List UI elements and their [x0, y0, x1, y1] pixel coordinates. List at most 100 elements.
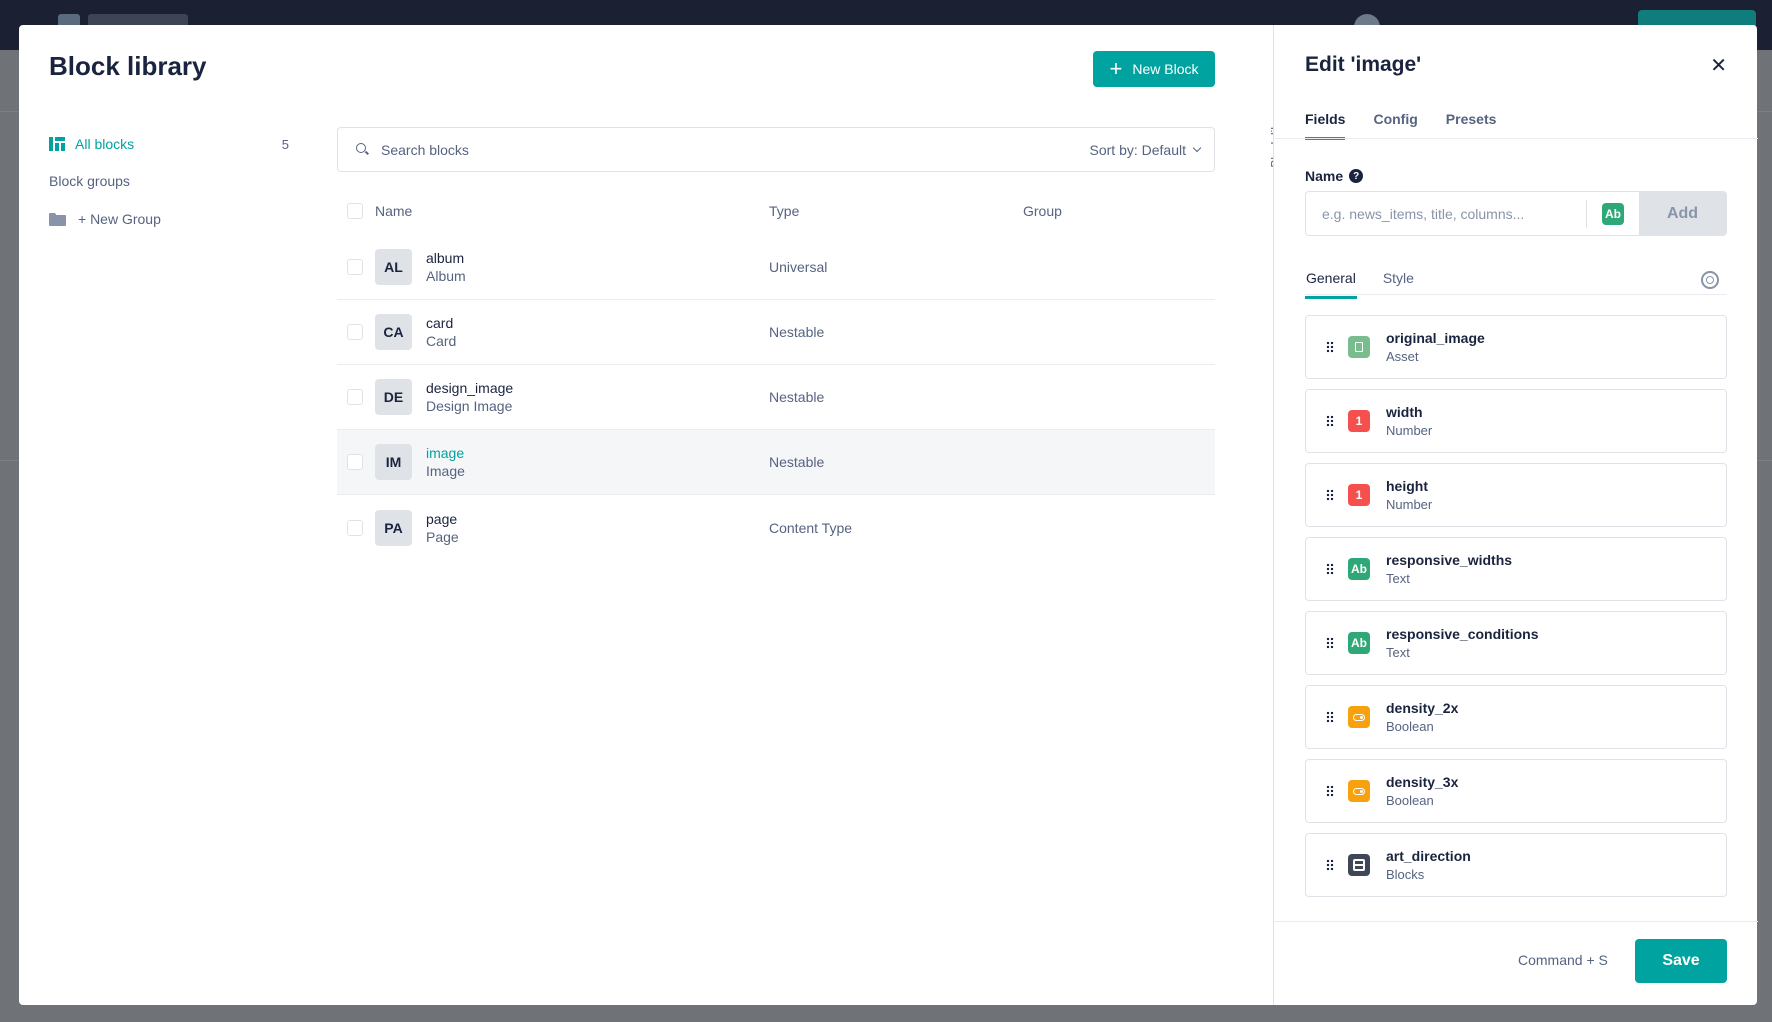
- drag-handle-icon[interactable]: [1326, 489, 1334, 501]
- search-bar: Sort by: Default: [337, 127, 1215, 172]
- block-display-name: Album: [426, 268, 466, 284]
- drag-handle-icon[interactable]: [1326, 563, 1334, 575]
- sidebar-item-label: All blocks: [75, 136, 135, 152]
- column-header-name[interactable]: Name: [375, 203, 413, 219]
- add-button[interactable]: Add: [1639, 192, 1726, 235]
- new-group-button[interactable]: + New Group: [49, 211, 289, 227]
- field-item[interactable]: density_3x Boolean: [1305, 759, 1727, 823]
- text-icon: Ab: [1602, 202, 1624, 225]
- name-cell: IM image Image: [375, 444, 769, 480]
- panel-title: Edit 'image': [1305, 53, 1422, 76]
- drag-handle-icon[interactable]: [1326, 859, 1334, 871]
- field-type: Number: [1386, 497, 1433, 512]
- column-header-type[interactable]: Type: [769, 203, 800, 219]
- name-cell: DE design_image Design Image: [375, 379, 769, 415]
- table-row-selected[interactable]: IM image Image Nestable: [337, 430, 1215, 495]
- row-checkbox[interactable]: [347, 454, 363, 470]
- sort-label: Sort by: Default: [1089, 141, 1187, 158]
- field-name: density_2x: [1386, 700, 1459, 716]
- name-cell: CA card Card: [375, 314, 769, 350]
- search-input[interactable]: [381, 141, 1090, 158]
- block-badge: IM: [375, 444, 412, 480]
- save-button[interactable]: Save: [1635, 939, 1727, 983]
- field-type: Blocks: [1386, 867, 1425, 882]
- blocks-icon: [1348, 854, 1370, 876]
- number-icon: 1: [1348, 484, 1370, 506]
- block-count: 5: [281, 136, 289, 152]
- row-checkbox[interactable]: [347, 324, 363, 340]
- drag-handle-icon[interactable]: [1326, 785, 1334, 797]
- table-row[interactable]: DE design_image Design Image Nestable: [337, 365, 1215, 430]
- row-checkbox[interactable]: [347, 389, 363, 405]
- asset-icon: [1348, 336, 1370, 358]
- tab-general[interactable]: General: [1305, 270, 1357, 299]
- table-row[interactable]: CA card Card Nestable: [337, 300, 1215, 365]
- block-name: image: [426, 445, 465, 461]
- block-type: Nestable: [769, 324, 825, 340]
- tab-style[interactable]: Style: [1382, 270, 1414, 286]
- block-sidebar: All blocks 5 Block groups + New Group: [49, 133, 289, 227]
- field-type: Text: [1386, 645, 1410, 660]
- column-header-group[interactable]: Group: [1023, 203, 1062, 219]
- field-type: Number: [1386, 423, 1433, 438]
- block-badge: AL: [375, 249, 412, 285]
- block-library-modal: Block library + New Block All blocks 5 B…: [19, 25, 1284, 1005]
- text-icon: Ab: [1348, 632, 1370, 654]
- block-display-name: Card: [426, 333, 457, 349]
- block-type: Universal: [769, 259, 828, 275]
- drag-handle-icon[interactable]: [1326, 711, 1334, 723]
- table-row[interactable]: PA page Page Content Type: [337, 495, 1215, 560]
- field-item[interactable]: Ab responsive_conditions Text: [1305, 611, 1727, 675]
- blocks-icon: [49, 137, 65, 151]
- field-type: Boolean: [1386, 719, 1434, 734]
- field-name: original_image: [1386, 330, 1485, 346]
- new-block-button[interactable]: + New Block: [1093, 51, 1215, 87]
- select-all-checkbox[interactable]: [347, 203, 363, 219]
- table-row[interactable]: AL album Album Universal: [337, 235, 1215, 300]
- table-header: Name Type Group: [337, 187, 1215, 235]
- block-badge: DE: [375, 379, 412, 415]
- block-name: album: [426, 250, 465, 266]
- field-name: width: [1386, 404, 1423, 420]
- sort-dropdown[interactable]: Sort by: Default: [1089, 141, 1202, 158]
- field-item[interactable]: Ab responsive_widths Text: [1305, 537, 1727, 601]
- field-name: height: [1386, 478, 1428, 494]
- field-item[interactable]: 1 height Number: [1305, 463, 1727, 527]
- drag-handle-icon[interactable]: [1326, 341, 1334, 353]
- field-item[interactable]: art_direction Blocks: [1305, 833, 1727, 897]
- field-item[interactable]: original_image Asset: [1305, 315, 1727, 379]
- sidebar-item-all-blocks[interactable]: All blocks 5: [49, 133, 289, 155]
- field-type: Text: [1386, 571, 1410, 586]
- block-display-name: Page: [426, 528, 459, 545]
- tab-config[interactable]: Config: [1373, 111, 1418, 127]
- block-display-name: Design Image: [426, 398, 513, 414]
- field-item[interactable]: density_2x Boolean: [1305, 685, 1727, 749]
- field-item[interactable]: 1 width Number: [1305, 389, 1727, 453]
- divider: [1305, 294, 1727, 295]
- row-checkbox[interactable]: [347, 519, 363, 536]
- gear-icon[interactable]: [1701, 271, 1719, 289]
- blocks-table: Name Type Group AL album Album Universal …: [337, 187, 1215, 560]
- divider: [1274, 921, 1758, 922]
- close-icon[interactable]: ✕: [1710, 55, 1727, 77]
- name-label-text: Name: [1305, 168, 1344, 184]
- row-checkbox[interactable]: [347, 259, 363, 275]
- help-icon[interactable]: ?: [1349, 169, 1364, 183]
- tab-presets[interactable]: Presets: [1445, 111, 1497, 127]
- tab-fields[interactable]: Fields: [1305, 111, 1346, 140]
- divider: [1274, 138, 1758, 139]
- name-label: Name ?: [1305, 168, 1364, 184]
- add-field-row: Ab Add: [1305, 191, 1727, 236]
- field-name: responsive_conditions: [1386, 626, 1539, 642]
- new-block-label: New Block: [1132, 61, 1199, 77]
- field-name: art_direction: [1386, 848, 1471, 864]
- block-badge: CA: [375, 314, 412, 350]
- drag-handle-icon[interactable]: [1326, 637, 1334, 649]
- block-type: Content Type: [769, 519, 853, 536]
- field-type-picker[interactable]: Ab: [1587, 202, 1639, 225]
- drag-handle-icon[interactable]: [1326, 415, 1334, 427]
- field-name: density_3x: [1386, 774, 1459, 790]
- field-name-input[interactable]: [1306, 205, 1586, 222]
- page-title: Block library: [49, 51, 207, 81]
- name-cell: PA page Page: [375, 509, 769, 546]
